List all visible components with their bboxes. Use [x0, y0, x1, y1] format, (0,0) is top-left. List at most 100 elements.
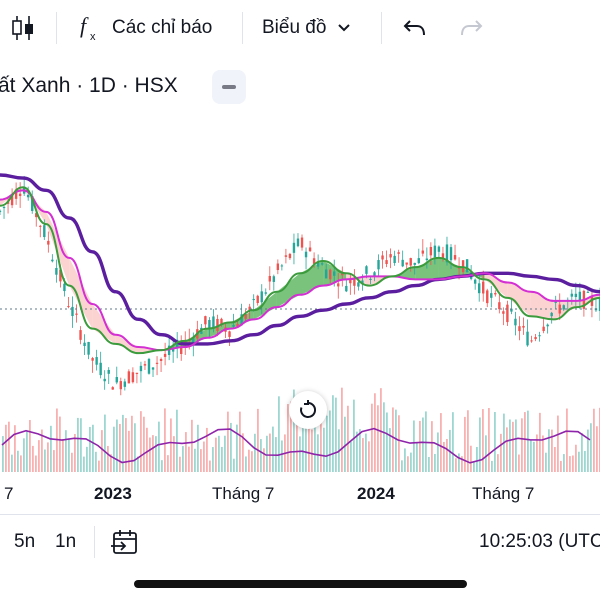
- candle-body: [232, 324, 235, 327]
- candle-body: [405, 262, 408, 265]
- volume-bar: [512, 421, 514, 472]
- candle-body: [47, 240, 50, 245]
- volume-bar: [380, 388, 382, 472]
- candle-body: [264, 292, 267, 294]
- volume-bar: [446, 438, 448, 472]
- volume-bar: [248, 449, 250, 472]
- candle-body: [272, 276, 276, 282]
- volume-bar: [221, 446, 223, 472]
- indicators-button[interactable]: f x Các chỉ báo: [78, 8, 212, 48]
- candle-body: [449, 247, 453, 261]
- candle-body: [490, 293, 493, 298]
- volume-bar: [209, 460, 211, 472]
- candle-body: [329, 269, 332, 280]
- candle-body: [228, 331, 231, 337]
- candle-body: [570, 293, 574, 297]
- candle-body: [401, 259, 404, 267]
- candle-body: [252, 298, 255, 301]
- candle-body: [453, 255, 457, 260]
- candle-body: [256, 295, 259, 304]
- cloud-segment: [207, 322, 231, 338]
- volume-bar: [44, 449, 46, 472]
- candle-body: [151, 367, 155, 370]
- volume-bar: [389, 428, 391, 472]
- volume-bar: [443, 441, 445, 472]
- symbol-title[interactable]: ất Xanh · 1D · HSX: [0, 74, 178, 97]
- candle-body: [320, 263, 324, 265]
- volume-bar: [347, 405, 349, 472]
- chart-type-button[interactable]: Biểu đồ: [262, 8, 354, 48]
- volume-bar: [407, 456, 409, 472]
- volume-bar: [224, 435, 226, 472]
- candle-body: [131, 372, 135, 383]
- volume-bar: [317, 434, 319, 472]
- candlestick-icon[interactable]: [10, 8, 36, 48]
- candle-body: [192, 338, 195, 345]
- minus-icon[interactable]: [212, 70, 246, 104]
- volume-bar: [152, 435, 154, 472]
- volume-bar: [74, 433, 76, 472]
- volume-bar: [59, 416, 61, 472]
- svg-text:f: f: [80, 13, 89, 38]
- candle-body: [71, 306, 74, 317]
- candle-body: [135, 372, 139, 374]
- candle-body: [526, 331, 529, 346]
- volume-bar: [254, 433, 256, 472]
- candle-body: [175, 339, 179, 349]
- home-indicator: [134, 580, 467, 588]
- cloud-segment: [576, 294, 600, 308]
- candle-body: [365, 266, 368, 274]
- volume-bar: [311, 429, 313, 472]
- candle-body: [91, 358, 94, 361]
- volume-bar: [593, 408, 595, 472]
- interval-5n-button[interactable]: 5n: [14, 531, 36, 552]
- volume-bar: [41, 429, 43, 472]
- volume-bar: [578, 451, 580, 472]
- candle-body: [300, 237, 304, 248]
- candle-body: [437, 246, 441, 252]
- volume-bar: [98, 460, 100, 472]
- volume-bar: [335, 397, 337, 472]
- volume-bar: [548, 429, 550, 472]
- calendar-arrow-icon[interactable]: [110, 527, 140, 562]
- bottom-separator: [94, 526, 95, 558]
- volume-bar: [47, 442, 49, 472]
- clock-display[interactable]: 10:25:03 (UTC: [479, 531, 600, 552]
- candle-body: [550, 312, 553, 317]
- cloud-segment: [253, 291, 277, 320]
- candle-body: [244, 314, 247, 319]
- undo-button[interactable]: [402, 8, 428, 48]
- reset-icon[interactable]: [289, 391, 327, 429]
- candle-body: [260, 291, 263, 303]
- volume-bar: [11, 454, 13, 472]
- x-axis-label: 7: [4, 484, 14, 503]
- volume-bar: [230, 422, 232, 472]
- redo-button[interactable]: [458, 8, 484, 48]
- volume-bar: [365, 433, 367, 472]
- volume-bar: [563, 454, 565, 472]
- candle-body: [333, 271, 336, 276]
- volume-bar: [197, 424, 199, 472]
- candle-body: [522, 325, 525, 328]
- candle-body: [373, 272, 376, 277]
- volume-bar: [461, 456, 463, 472]
- candle-body: [421, 250, 425, 254]
- cloud-segment: [138, 347, 162, 354]
- cloud-segment: [553, 300, 577, 320]
- volume-bar: [125, 418, 127, 472]
- symbol-legend: ất Xanh · 1D · HSX: [0, 64, 600, 108]
- volume-bar: [68, 438, 70, 472]
- volume-bar: [485, 435, 487, 472]
- candle-body: [87, 341, 90, 355]
- candle-body: [518, 326, 521, 332]
- volume-bar: [212, 447, 214, 472]
- volume-bar: [464, 416, 466, 472]
- candle-body: [538, 335, 541, 337]
- candle-body: [417, 258, 420, 264]
- volume-bar: [191, 419, 193, 472]
- interval-1n-button[interactable]: 1n: [55, 531, 77, 552]
- volume-bar: [572, 455, 574, 472]
- volume-bar: [359, 429, 361, 472]
- candle-body: [498, 302, 501, 310]
